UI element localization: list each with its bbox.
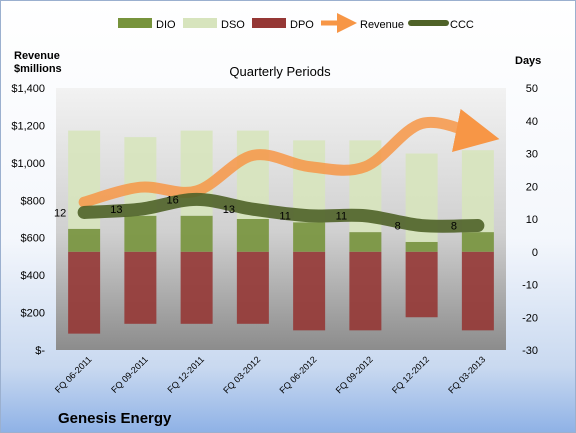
right-tick-label: -20 — [522, 312, 538, 324]
legend-swatch-dio — [118, 18, 152, 28]
left-tick-label: $600 — [21, 233, 45, 245]
legend-label-dso: DSO — [221, 19, 245, 31]
bar-dso — [461, 150, 494, 233]
x-axis-ticks: FQ 06-2011 FQ 09-2011 FQ 12-2011 FQ 03-2012… — [53, 354, 487, 395]
ccc-data-label: 16 — [167, 194, 179, 206]
bar-dpo — [405, 251, 438, 318]
left-axis-label-line1: Revenue — [14, 50, 60, 62]
bar-dio — [68, 228, 101, 252]
x-tick-label: FQ 12-2011 — [165, 354, 206, 395]
right-tick-label: 10 — [526, 214, 538, 226]
ccc-data-label: 13 — [223, 204, 235, 216]
left-tick-label: $1,000 — [11, 158, 45, 170]
bar-dpo — [124, 251, 157, 324]
bar-dpo — [293, 251, 326, 331]
ccc-data-label: 13 — [110, 204, 122, 216]
left-tick-label: $400 — [21, 270, 45, 282]
bar-dpo — [349, 251, 382, 331]
legend: DIO DSO DPO Revenue CCC — [118, 13, 474, 33]
left-axis-ticks: $1,400 $1,200 $1,000 $800 $600 $400 $200 $- — [11, 83, 45, 357]
bar-dio — [349, 232, 382, 252]
ccc-data-label: 8 — [395, 221, 401, 233]
ccc-line — [77, 192, 485, 233]
left-tick-label: $1,200 — [11, 120, 45, 132]
right-tick-label: -30 — [522, 345, 538, 357]
bar-dpo — [461, 251, 494, 331]
right-axis-ticks: 50 40 30 20 10 0 -10 -20 -30 — [522, 83, 538, 357]
legend-label-ccc: CCC — [450, 19, 474, 31]
x-tick-label: FQ 06-2012 — [278, 354, 319, 395]
bar-dio — [405, 241, 438, 252]
bar-dio — [180, 215, 213, 252]
bar-dio — [293, 222, 326, 252]
chart-title: Quarterly Periods — [229, 64, 331, 79]
legend-label-dio: DIO — [156, 19, 176, 31]
right-tick-label: -10 — [522, 280, 538, 292]
ccc-data-label: 8 — [451, 221, 457, 233]
ccc-data-labels: 12 13 16 13 11 11 8 8 — [54, 194, 457, 232]
legend-swatch-dpo — [252, 18, 286, 28]
legend-swatch-dso — [183, 18, 217, 28]
left-tick-label: $- — [35, 345, 45, 357]
bar-dio — [236, 219, 269, 252]
right-tick-label: 20 — [526, 181, 538, 193]
left-tick-label: $200 — [21, 308, 45, 320]
right-tick-label: 40 — [526, 116, 538, 128]
x-tick-label: FQ 09-2011 — [109, 354, 150, 395]
bar-dpo — [180, 251, 213, 324]
right-tick-label: 0 — [532, 247, 538, 259]
company-name: Genesis Energy — [58, 410, 172, 427]
left-tick-label: $800 — [21, 195, 45, 207]
right-tick-label: 50 — [526, 83, 538, 95]
left-axis-label-line2: $millions — [14, 63, 62, 75]
bar-dio — [124, 215, 157, 252]
ccc-data-label: 11 — [279, 211, 290, 223]
ccc-data-label: 12 — [54, 207, 66, 219]
right-axis-label: Days — [515, 55, 541, 67]
bar-dpo — [236, 251, 269, 324]
x-tick-label: FQ 12-2012 — [390, 354, 431, 395]
x-tick-label: FQ 03-2013 — [446, 354, 487, 395]
x-tick-label: FQ 03-2012 — [221, 354, 262, 395]
bar-dio — [461, 232, 494, 252]
revenue-line — [78, 108, 500, 208]
left-tick-label: $1,400 — [11, 83, 45, 95]
right-tick-label: 30 — [526, 149, 538, 161]
ccc-data-label: 11 — [336, 211, 347, 223]
x-tick-label: FQ 09-2012 — [334, 354, 375, 395]
legend-label-revenue: Revenue — [360, 19, 404, 31]
lines — [77, 108, 500, 233]
legend-label-dpo: DPO — [290, 19, 314, 31]
x-tick-label: FQ 06-2011 — [53, 354, 94, 395]
bar-dpo — [68, 251, 101, 334]
